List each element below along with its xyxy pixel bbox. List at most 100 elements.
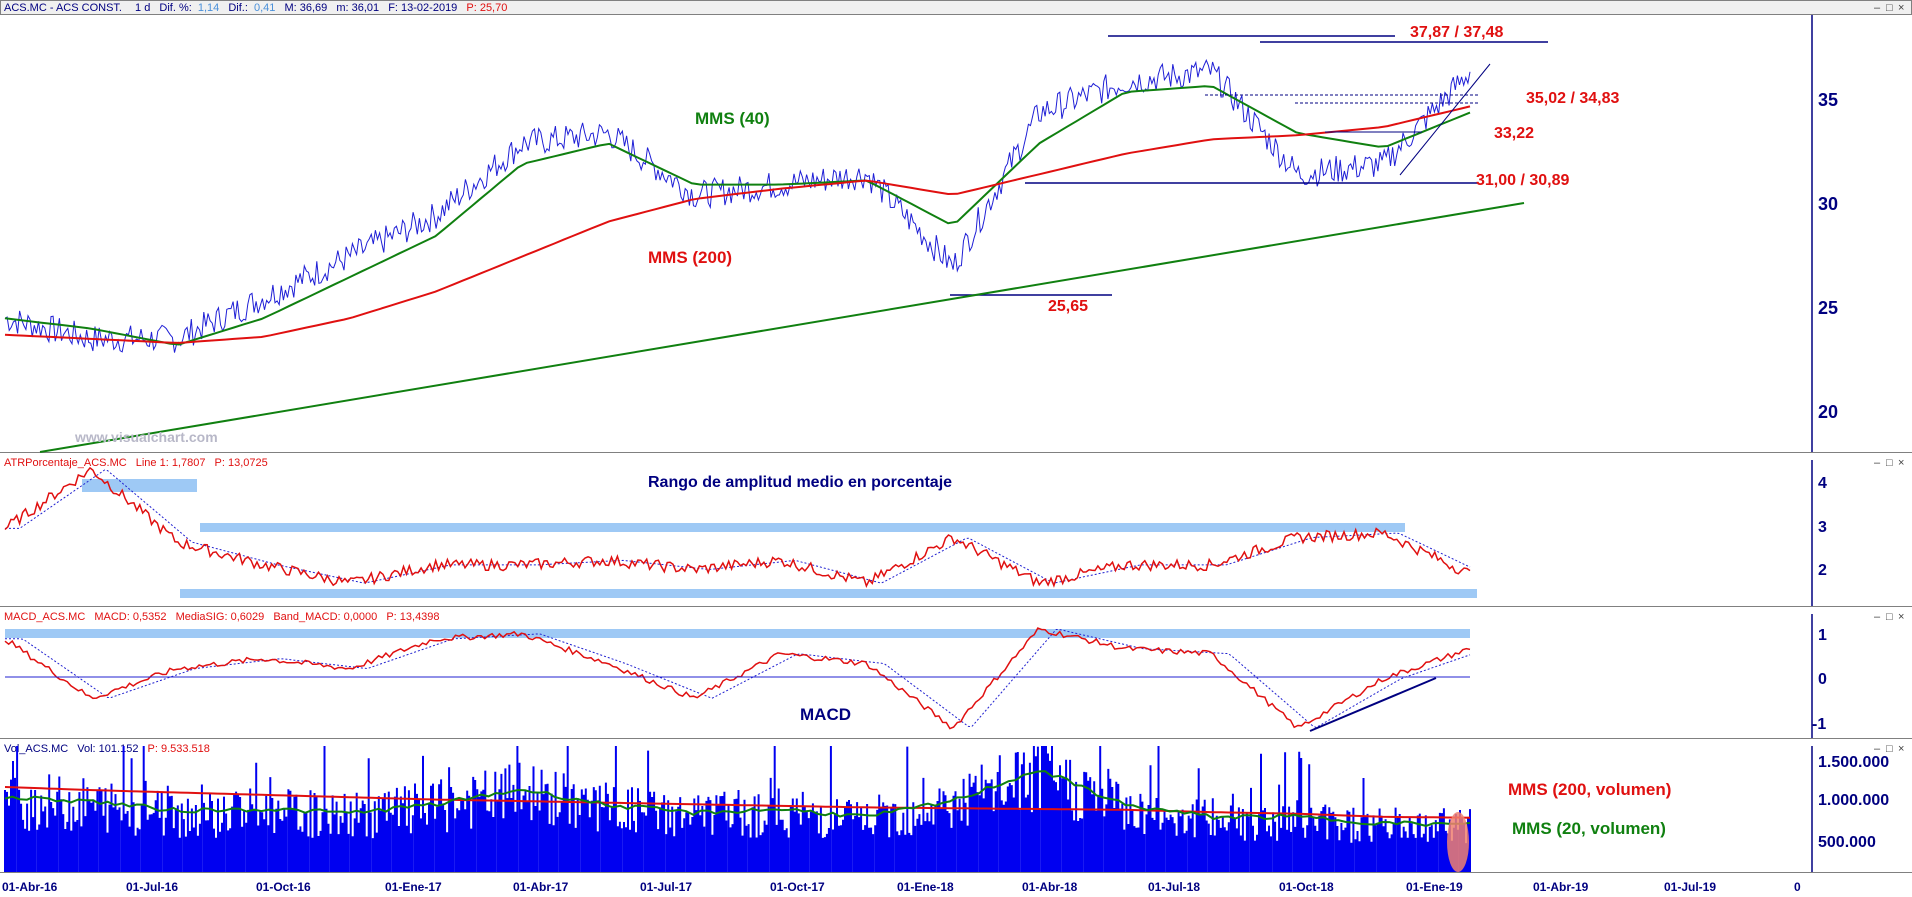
- close-icon[interactable]: ×: [1898, 457, 1904, 469]
- price-y-ticks: 35 30 25 20: [1818, 90, 1838, 422]
- x-tick: 0: [1794, 880, 1801, 892]
- atr-band-lower: [180, 589, 1477, 598]
- price-header-dif: 0,41: [254, 2, 275, 14]
- watermark: www.visualchart.com: [74, 429, 218, 445]
- vol-header-p: P: 9.533.518: [148, 743, 210, 755]
- restore-icon[interactable]: □: [1886, 2, 1893, 14]
- indicator-lines: [5, 60, 1470, 826]
- price-header-symbol: ACS.MC - ACS CONST.: [4, 2, 122, 14]
- vol-header-vol: Vol: 101.152: [77, 743, 138, 755]
- atr-y-ticks: 4 3 2: [1818, 475, 1827, 579]
- macd-line: [5, 628, 1470, 729]
- price-y-tick: 35: [1818, 90, 1838, 110]
- restore-icon[interactable]: □: [1886, 611, 1893, 623]
- mms200-line: [5, 106, 1470, 343]
- macd-header-name: MACD_ACS.MC: [4, 611, 85, 623]
- minimize-icon[interactable]: –: [1874, 611, 1881, 623]
- volume-bars: [5, 746, 1470, 872]
- close-icon[interactable]: ×: [1898, 611, 1904, 623]
- atr-y-tick: 2: [1818, 562, 1827, 579]
- level-label-33-22: 33,22: [1494, 125, 1534, 142]
- price-header-date: F: 13-02-2019: [388, 2, 457, 14]
- atr-band-highlight: [82, 479, 197, 492]
- minimize-icon[interactable]: –: [1874, 457, 1881, 469]
- x-tick: 01-Oct-18: [1279, 880, 1334, 892]
- macd-header-macd: MACD: 0,5352: [94, 611, 166, 623]
- price-header-period: 1 d: [135, 2, 150, 14]
- macd-y-tick: -1: [1812, 716, 1826, 733]
- atr-header-line: Line 1: 1,7807: [136, 457, 206, 469]
- x-tick: 01-Ene-19: [1406, 880, 1463, 892]
- minimize-icon[interactable]: –: [1874, 2, 1881, 14]
- atr-header-name: ATRPorcentaje_ACS.MC: [4, 457, 127, 469]
- price-header-dif-pct: 1,14: [198, 2, 219, 14]
- atr-header-p: P: 13,0725: [215, 457, 268, 469]
- panel-frames: [0, 1, 1912, 873]
- x-tick: 01-Ene-17: [385, 880, 442, 892]
- x-tick: 01-Abr-18: [1022, 880, 1078, 892]
- x-tick: 01-Jul-17: [640, 880, 692, 892]
- level-label-support: 31,00 / 30,89: [1476, 172, 1570, 189]
- price-level-lines: [950, 36, 1548, 295]
- panel-headers: ACS.MC - ACS CONST. 1 d Dif. %: 1,14 Dif…: [4, 2, 507, 755]
- volume-annotations: MMS (200, volumen) MMS (20, volumen): [1508, 780, 1671, 838]
- atr-y-tick: 4: [1818, 475, 1827, 492]
- price-annotations: 37,87 / 37,48 35,02 / 34,83 33,22 31,00 …: [74, 24, 1620, 445]
- price-header-dif-label: Dif.:: [228, 2, 248, 14]
- vol-y-tick: 500.000: [1818, 834, 1876, 851]
- atr-y-tick: 3: [1818, 519, 1827, 536]
- x-tick: 01-Abr-19: [1533, 880, 1589, 892]
- price-y-tick: 25: [1818, 298, 1838, 318]
- mms200-label: MMS (200): [648, 248, 732, 267]
- vol-header: Vol_ACS.MC Vol: 101.152 P: 9.533.518: [4, 743, 210, 755]
- macd-y-ticks: 1 0 -1: [1812, 627, 1827, 733]
- x-tick: 01-Abr-17: [513, 880, 569, 892]
- level-label-mid: 35,02 / 34,83: [1526, 90, 1620, 107]
- mms40-label: MMS (40): [695, 109, 770, 128]
- vol-mms200-label: MMS (200, volumen): [1508, 780, 1671, 799]
- x-tick: 01-Jul-19: [1664, 880, 1716, 892]
- vol-header-name: Vol_ACS.MC: [4, 743, 68, 755]
- x-tick: 01-Jul-16: [126, 880, 178, 892]
- close-icon[interactable]: ×: [1898, 2, 1904, 14]
- macd-header-sig: MediaSIG: 0,6029: [176, 611, 265, 623]
- x-tick: 01-Ene-18: [897, 880, 954, 892]
- macd-header-band: Band_MACD: 0,0000: [273, 611, 377, 623]
- macd-signal-line: [5, 630, 1470, 728]
- level-label-low: 25,65: [1048, 298, 1088, 315]
- atr-title: Rango de amplitud medio en porcentaje: [648, 474, 952, 491]
- price-header-max: M: 36,69: [284, 2, 327, 14]
- x-axis: 01-Abr-16 01-Jul-16 01-Oct-16 01-Ene-17 …: [2, 880, 1801, 892]
- macd-y-tick: 0: [1818, 671, 1827, 688]
- atr-header: ATRPorcentaje_ACS.MC Line 1: 1,7807 P: 1…: [4, 457, 268, 469]
- vol-mms20-label: MMS (20, volumen): [1512, 819, 1666, 838]
- long-term-trendline: [40, 203, 1524, 452]
- price-header: ACS.MC - ACS CONST. 1 d Dif. %: 1,14 Dif…: [4, 2, 507, 14]
- vol-y-ticks: 1.500.000 1.000.000 500.000: [1818, 754, 1889, 851]
- vol-y-tick: 1.500.000: [1818, 754, 1889, 771]
- macd-y-tick: 1: [1818, 627, 1827, 644]
- price-series-line: [5, 60, 1470, 352]
- close-icon[interactable]: ×: [1898, 743, 1904, 755]
- atr-band-upper: [200, 523, 1405, 532]
- macd-header: MACD_ACS.MC MACD: 0,5352 MediaSIG: 0,602…: [4, 611, 440, 623]
- macd-band: [5, 629, 1470, 638]
- price-y-tick: 30: [1818, 194, 1838, 214]
- volume-highlight: [1447, 812, 1469, 872]
- level-label-top: 37,87 / 37,48: [1410, 24, 1504, 41]
- window-controls: – □ × – □ × – □ × – □ ×: [1874, 2, 1904, 755]
- volume-bar-series: [5, 746, 1470, 872]
- macd-header-p: P: 13,4398: [386, 611, 439, 623]
- macd-title: MACD: [800, 705, 851, 724]
- price-header-p: P: 25,70: [466, 2, 507, 14]
- x-tick: 01-Jul-18: [1148, 880, 1200, 892]
- restore-icon[interactable]: □: [1886, 457, 1893, 469]
- price-header-min: m: 36,01: [336, 2, 379, 14]
- x-tick: 01-Oct-17: [770, 880, 825, 892]
- vol-y-tick: 1.000.000: [1818, 792, 1889, 809]
- x-tick: 01-Oct-16: [256, 880, 311, 892]
- x-tick: 01-Abr-16: [2, 880, 58, 892]
- price-header-dif-pct-label: Dif. %:: [159, 2, 191, 14]
